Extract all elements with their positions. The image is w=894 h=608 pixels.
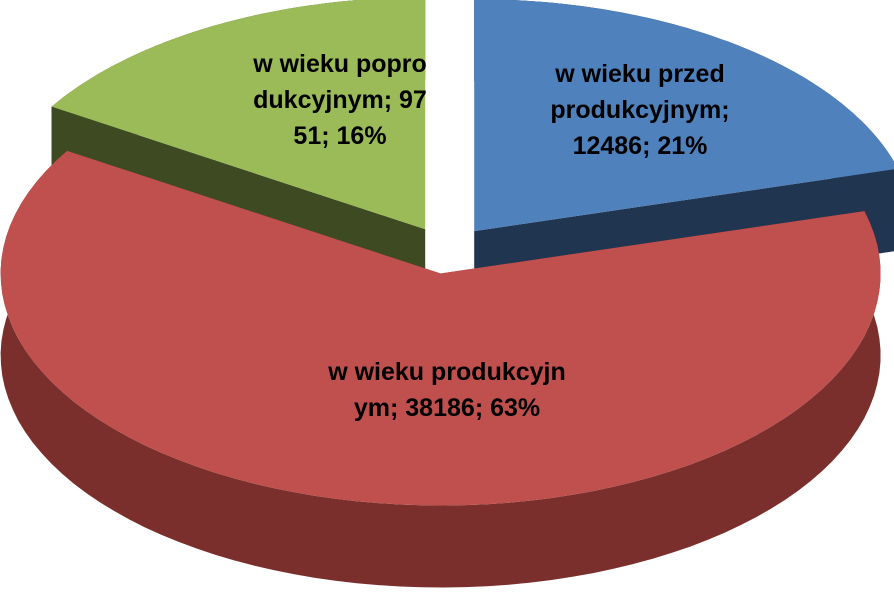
label-part: 9751 <box>293 86 427 150</box>
label-part: w wieku przedprodukcyjnym <box>550 60 725 124</box>
label-part: 16% <box>336 122 387 150</box>
label-part: w wieku produkcyjnym <box>328 358 566 422</box>
label-part: ; <box>474 394 491 422</box>
slice <box>0 150 881 506</box>
slice <box>51 0 426 230</box>
label-part: w wieku poprodukcyjnym <box>253 50 427 114</box>
label-part: 38186 <box>405 394 475 422</box>
data-label: w wieku przedprodukcyjnym; 12486; 21% <box>550 56 730 164</box>
label-part: ; <box>721 96 730 124</box>
data-label: w wieku produkcyjnym; 38186; 63% <box>327 354 567 426</box>
slice-wall <box>0 150 881 588</box>
data-label: w wieku poprodukcyjnym; 9751; 16% <box>250 46 430 154</box>
label-part: ; <box>642 132 658 160</box>
label-part: ; <box>383 86 400 114</box>
label-part: 21% <box>657 132 708 160</box>
label-part: 12486 <box>572 132 643 160</box>
slice <box>474 0 894 232</box>
label-part: ; <box>321 122 337 150</box>
label-part: ; <box>390 394 406 422</box>
label-part: 63% <box>490 394 541 422</box>
